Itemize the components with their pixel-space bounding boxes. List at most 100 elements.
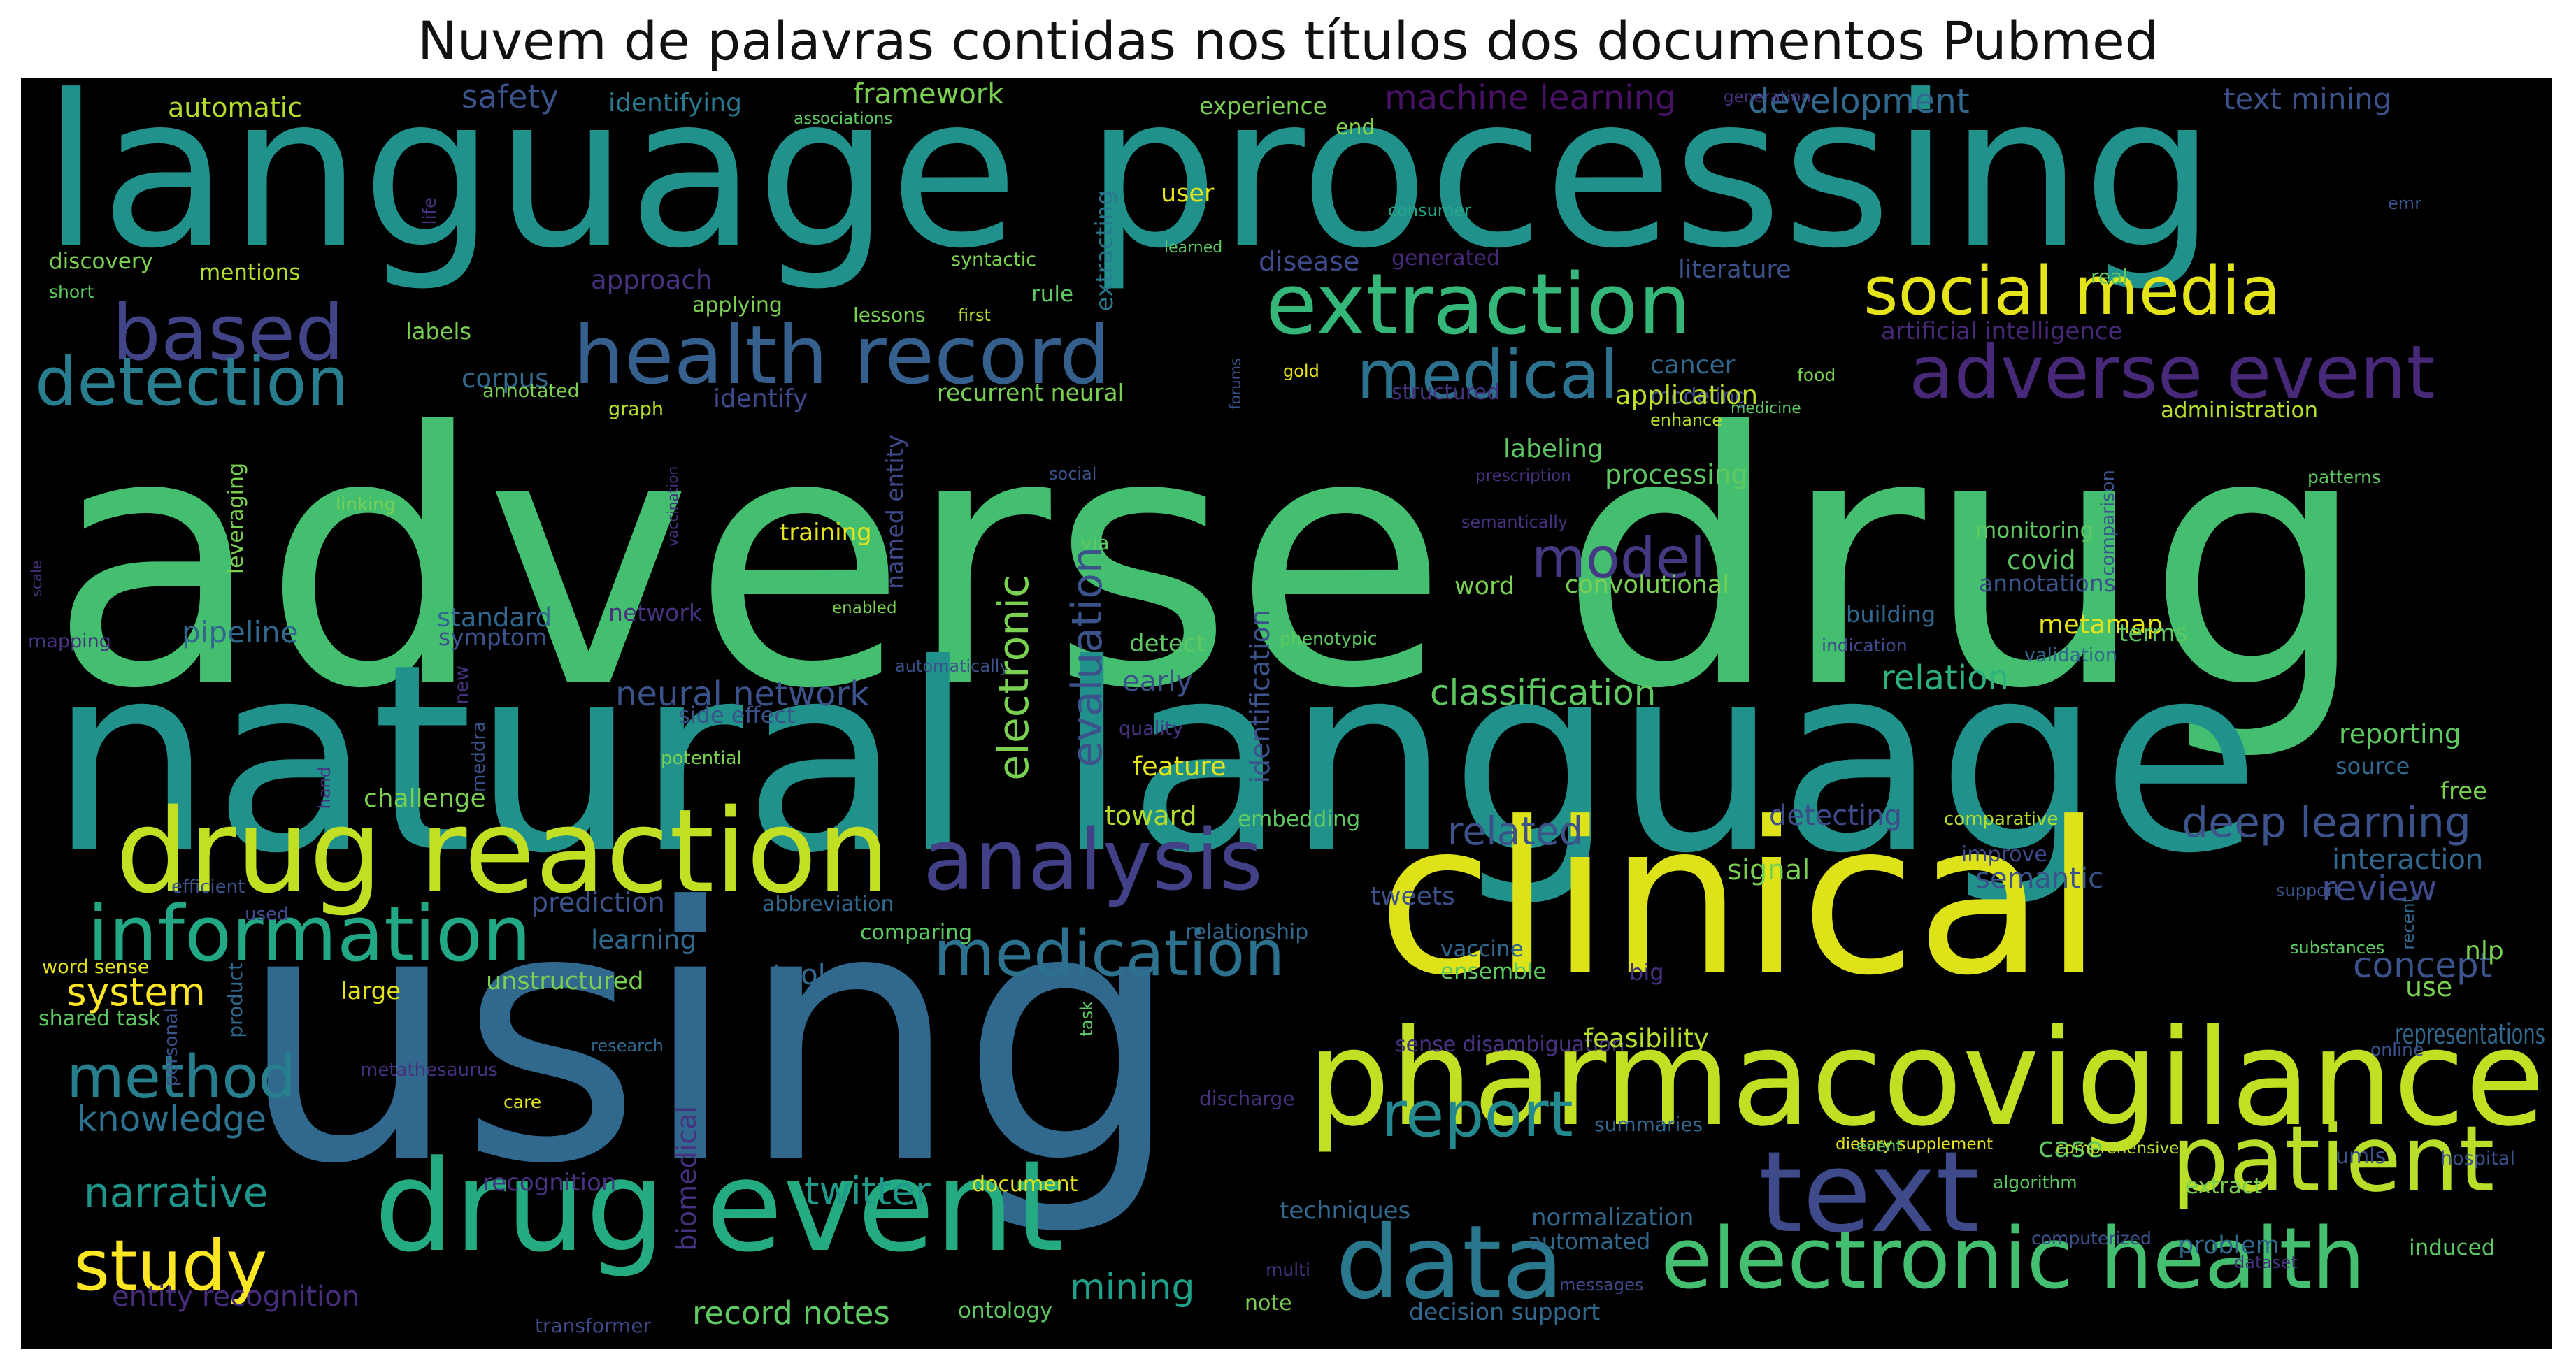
cloud-word: tweets — [1371, 882, 1455, 911]
cloud-word: literature — [1678, 256, 1791, 284]
cloud-word: normalization — [1531, 1204, 1694, 1232]
cloud-word: gold — [1283, 361, 1319, 381]
cloud-word: safety — [461, 78, 559, 115]
cloud-word: semantic — [1975, 863, 2103, 895]
cloud-word: transformer — [535, 1314, 651, 1337]
cloud-word: classification — [1430, 672, 1656, 713]
cloud-word: automatically — [895, 656, 1010, 676]
cloud-word: text — [1759, 1127, 1980, 1258]
cloud-word: side effect — [678, 702, 795, 728]
cloud-word: comparative — [1944, 809, 2058, 830]
cloud-word: efficient — [171, 877, 245, 898]
cloud-word: discharge — [1199, 1087, 1294, 1110]
cloud-word: prediction — [531, 887, 665, 918]
cloud-word: development — [1748, 82, 1970, 121]
word-cloud-canvas: adverse drug language processing natural l… — [28, 78, 2545, 1337]
cloud-word: hospital — [2440, 1148, 2515, 1169]
cloud-word: prescription — [1475, 467, 1571, 485]
cloud-word: emr — [2388, 194, 2421, 213]
cloud-word: life — [420, 197, 441, 225]
cloud-word: tool — [773, 959, 826, 991]
cloud-word: extract — [2185, 1174, 2262, 1199]
cloud-word: comprehensive — [2056, 1139, 2179, 1158]
cloud-word: text mining — [2224, 82, 2391, 116]
cloud-word: framework — [853, 78, 1004, 110]
cloud-word: labels — [406, 318, 471, 345]
cloud-word: evaluation — [1063, 547, 1112, 768]
word-cloud: adverse drug language processing natural l… — [21, 78, 2552, 1349]
cloud-word: generation — [1724, 88, 1811, 106]
cloud-word: lessons — [853, 303, 926, 326]
cloud-word: recent — [2398, 896, 2418, 950]
cloud-word: based — [112, 288, 344, 377]
cloud-word: feasibility — [1584, 1023, 1709, 1053]
cloud-word: covid — [2007, 545, 2076, 575]
cloud-word: multi — [1266, 1260, 1310, 1280]
cloud-word: dietary supplement — [1836, 1135, 1993, 1153]
cloud-word: document — [972, 1172, 1078, 1197]
cloud-word: corpus — [461, 363, 548, 394]
cloud-word: monitoring — [1975, 518, 2094, 543]
cloud-word: learning — [591, 925, 696, 955]
cloud-word: improve — [1961, 842, 2047, 867]
cloud-word: relationship — [1185, 920, 1308, 944]
cloud-word: experience — [1199, 92, 1327, 120]
cloud-word: system — [66, 970, 206, 1014]
cloud-word: shared task — [38, 1007, 162, 1031]
cloud-word: named entity — [881, 435, 908, 589]
cloud-word: detect — [1129, 630, 1205, 658]
cloud-word: automatic — [168, 92, 302, 123]
cloud-word: enabled — [832, 599, 897, 617]
cloud-word: vaccine — [1440, 937, 1524, 962]
cloud-word: structured — [1391, 380, 1500, 405]
cloud-word: umls — [2335, 1144, 2386, 1169]
cloud-word: extracting — [1091, 190, 1119, 311]
cloud-word: machine learning — [1384, 78, 1676, 117]
cloud-word: word — [1454, 573, 1515, 600]
cloud-word: mining — [1070, 1267, 1194, 1309]
cloud-word: applying — [692, 293, 782, 317]
cloud-word: note — [1245, 1291, 1292, 1316]
cloud-word: user — [1161, 180, 1215, 208]
cloud-word: embedding — [1238, 807, 1360, 832]
cloud-word: induced — [2409, 1235, 2495, 1260]
cloud-word: patterns — [2307, 467, 2381, 487]
cloud-word: new — [451, 665, 473, 705]
cloud-word: building — [1846, 601, 1935, 628]
cloud-word: modeling — [1650, 384, 1748, 409]
cloud-word: pipeline — [182, 615, 299, 649]
cloud-word: related — [1447, 809, 1584, 854]
cloud-word: toward — [1105, 800, 1197, 831]
cloud-word: drug event — [374, 1134, 1064, 1280]
cloud-word: source — [2335, 753, 2410, 779]
cloud-word: via — [1080, 531, 1110, 554]
cloud-word: data — [1336, 1204, 1564, 1322]
cloud-word: relation — [1881, 658, 2009, 698]
cloud-word: scale — [28, 561, 45, 597]
cloud-word: convolutional — [1565, 571, 1729, 599]
cloud-word: signal — [1727, 854, 1810, 886]
cloud-word: ontology — [958, 1298, 1052, 1323]
cloud-word: cancer — [1650, 351, 1736, 380]
cloud-word: challenge — [364, 784, 486, 813]
cloud-word: terms — [2119, 619, 2187, 647]
cloud-word: case — [2038, 1132, 2103, 1164]
cloud-word: algorithm — [1993, 1172, 2077, 1193]
cloud-word: big — [1629, 959, 1664, 986]
cloud-word: discovery — [49, 249, 153, 274]
cloud-word: end — [1336, 115, 1375, 140]
cloud-word: care — [503, 1092, 541, 1112]
cloud-word: phenotypic — [1280, 628, 1377, 649]
cloud-word: knowledge — [77, 1099, 266, 1139]
cloud-word: information — [87, 889, 531, 979]
cloud-word: patient — [2171, 1106, 2495, 1212]
cloud-word: medicine — [1731, 400, 1801, 417]
cloud-word: method — [66, 1043, 296, 1112]
cloud-word: real — [2091, 265, 2128, 288]
cloud-word: comparing — [860, 921, 972, 945]
figure-title: Nuvem de palavras contidas nos títulos d… — [417, 10, 2159, 72]
cloud-word: personal — [161, 1008, 182, 1086]
cloud-word: syntactic — [951, 249, 1036, 271]
cloud-word: pharmacovigilance — [1308, 1001, 2545, 1155]
cloud-word: comparison — [2098, 470, 2119, 576]
